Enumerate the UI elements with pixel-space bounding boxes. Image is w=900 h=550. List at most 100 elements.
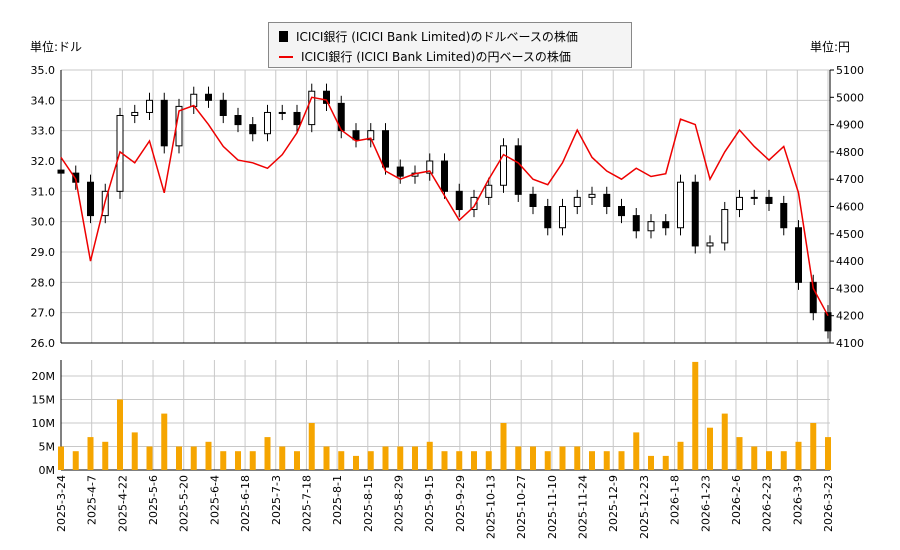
x-tick-label: 2026-1-23 [699,475,712,532]
legend-label-usd: ICICI銀行 (ICICI Bank Limited)のドルベースの株価 [296,30,578,44]
candle-body [87,181,94,217]
candle-body [485,184,493,198]
candle-body [706,242,714,247]
x-tick-label: 2026-3-9 [791,475,804,525]
legend: ICICI銀行 (ICICI Bank Limited)のドルベースの株価 IC… [268,22,632,68]
volume-bar [338,451,345,470]
volume-bar [441,451,448,470]
right-tick-label: 5000 [836,91,864,104]
right-tick-label: 5100 [836,64,864,77]
volume-bar [367,451,374,470]
volume-bar [235,451,241,470]
x-tick-label: 2025-8-29 [392,475,405,532]
volume-bar [810,423,817,470]
candle-body [382,130,389,168]
candle-body [234,115,242,126]
candle-body [219,99,227,117]
volume-bar [662,455,669,470]
candle-body [396,166,404,177]
candle-body [573,196,581,207]
candle-body [293,111,301,126]
volume-bar [721,413,728,470]
volume-bar [736,437,743,470]
candle-body [160,99,168,147]
volume-bar [323,446,330,470]
volume-bar [500,423,507,470]
candle-body [603,193,611,208]
x-tick-label: 2026-2-6 [730,475,743,525]
candle-body [205,93,212,101]
x-tick-label: 2025-6-4 [208,475,221,525]
volume-bar [677,441,684,470]
candle-body [559,206,566,229]
volume-bar [58,446,64,470]
x-tick-label: 2025-12-23 [638,475,651,539]
left-tick-label: 34.0 [31,94,56,107]
volume-bar [117,399,123,470]
x-tick-label: 2025-8-15 [362,475,375,532]
candle-body [632,215,640,232]
legend-item-usd: ICICI銀行 (ICICI Bank Limited)のドルベースの株価 [279,28,578,45]
volume-bar [471,451,477,470]
legend-label-jpy: ICICI銀行 (ICICI Bank Limited)の円ベースの株価 [301,50,571,64]
volume-bar [648,455,654,470]
x-tick-label: 2025-12-9 [607,475,620,532]
x-tick-label: 2025-9-15 [423,475,436,532]
vol-tick-label: 5M [39,441,56,454]
right-tick-label: 4800 [836,146,864,159]
x-tick-label: 2025-10-27 [515,475,528,539]
x-tick-label: 2025-4-22 [116,475,129,532]
candle-body [824,312,832,332]
volume-bar [589,451,595,470]
candle-body [809,281,817,314]
x-tick-label: 2025-4-7 [86,475,99,525]
candle-body [470,196,478,211]
x-tick-label: 2025-5-6 [147,475,160,525]
right-tick-label: 4300 [836,282,864,295]
volume-bar [707,427,713,470]
volume-bar [766,451,772,470]
volume-bar [264,437,271,470]
x-tick-label: 2025-5-20 [178,475,191,532]
volume-bar [131,432,138,470]
candle-body [529,193,537,208]
candle-body [662,221,670,229]
right-tick-label: 4900 [836,119,864,132]
vol-tick-label: 10M [32,417,56,430]
candle-body [308,90,316,126]
jpy-swatch [279,55,293,58]
left-tick-label: 27.0 [31,307,56,320]
volume-bar [102,441,109,470]
volume-bar [161,413,168,470]
candle-body [131,111,139,117]
volume-bar [146,446,153,470]
left-tick-label: 33.0 [31,125,56,138]
candle-body [795,227,802,283]
volume-bar [397,446,404,470]
volume-bar [825,437,831,470]
left-tick-label: 32.0 [31,155,56,168]
right-tick-label: 4200 [836,310,864,323]
volume-bar [412,446,418,470]
candle-body [544,206,552,229]
volume-bar [176,446,182,470]
vol-tick-label: 20M [32,370,56,383]
x-tick-label: 2026-3-23 [822,475,835,532]
volume-bar [249,451,256,470]
left-tick-label: 30.0 [31,216,56,229]
x-tick-label: 2025-9-29 [454,475,467,532]
volume-bar [205,441,212,470]
candle-body [647,221,655,232]
volume-bar [220,451,227,470]
left-unit-label: 単位:ドル [30,40,83,54]
right-tick-label: 4700 [836,173,864,186]
volume-bar [795,441,802,470]
volume-bar [72,451,79,470]
left-tick-label: 29.0 [31,246,56,259]
candle-body [588,193,596,198]
volume-bar [382,446,389,470]
candle-body [352,130,360,141]
volume-bar [515,446,522,470]
